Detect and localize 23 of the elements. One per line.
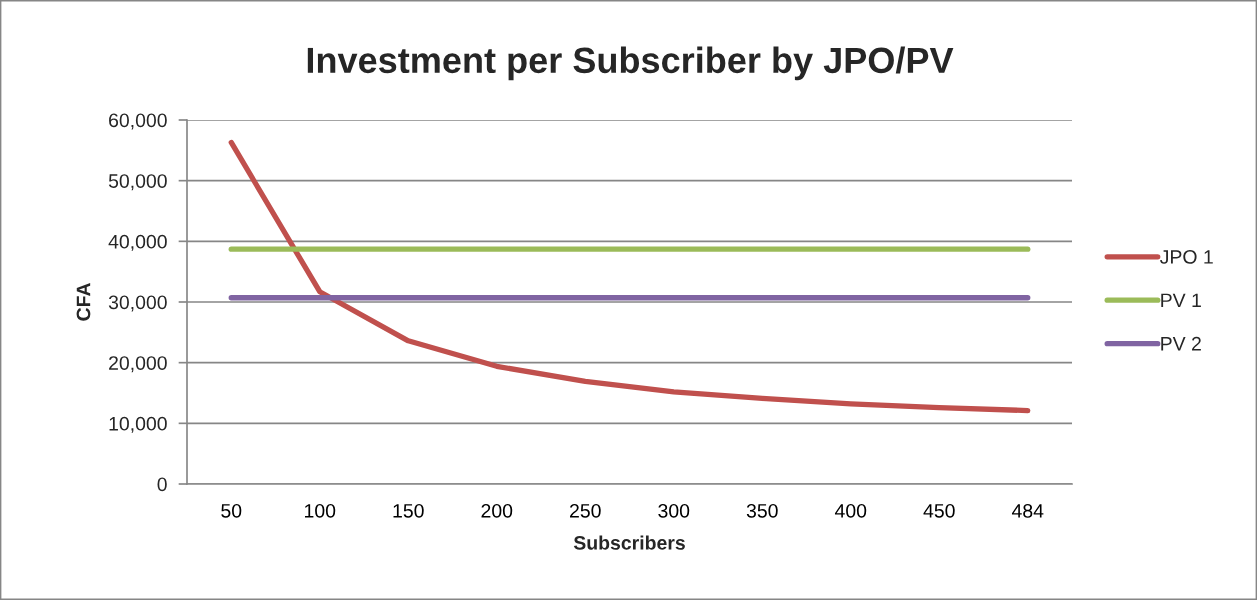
y-tick-label: 60,000: [109, 113, 167, 130]
chart-title: Investment per Subscriber by JPO/PV: [307, 46, 954, 81]
y-tick-label: 10,000: [109, 416, 167, 433]
x-tick-label: 484: [1011, 503, 1044, 518]
legend-label: PV 2: [1161, 336, 1201, 351]
y-axis-title: CFA: [76, 283, 91, 321]
x-tick-label: 150: [393, 503, 424, 518]
y-tick-label: 30,000: [108, 295, 167, 312]
x-tick-label: 350: [746, 503, 778, 518]
legend-label: JPO 1: [1160, 250, 1213, 264]
x-tick-label: 300: [658, 503, 690, 518]
y-tick-label: 40,000: [108, 234, 167, 251]
y-tick-label: 50,000: [108, 174, 167, 191]
x-tick-label: 250: [570, 503, 601, 518]
x-tick-label: 450: [923, 503, 955, 518]
x-tick-label: 200: [481, 503, 513, 518]
legend-label: PV 1: [1161, 293, 1201, 308]
x-tick-label: 400: [834, 503, 867, 518]
x-axis-title: Subscribers: [573, 535, 685, 550]
y-tick-label: 20,000: [109, 356, 167, 373]
x-tick-label: 100: [305, 503, 336, 518]
x-tick-label: 50: [221, 503, 242, 518]
y-tick-label: 0: [157, 477, 167, 492]
